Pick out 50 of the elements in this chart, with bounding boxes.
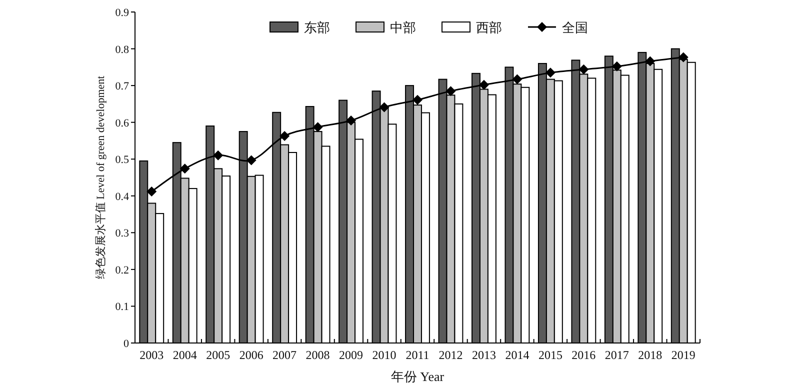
y-tick-label: 0.1 — [115, 301, 129, 314]
y-tick-label: 0.4 — [115, 190, 130, 203]
legend-label: 全国 — [562, 20, 588, 35]
legend-label: 东部 — [304, 20, 330, 35]
y-tick-label: 0.8 — [115, 44, 130, 56]
x-tick-label: 2011 — [406, 348, 430, 362]
y-axis-title: 绿色发展水平值 Level of green development — [94, 76, 107, 280]
x-tick-label: 2018 — [638, 348, 662, 362]
y-tick-label: 0.9 — [115, 7, 130, 19]
x-tick-label: 2010 — [372, 348, 396, 362]
x-tick-label: 2014 — [505, 348, 530, 362]
x-tick-label: 2004 — [172, 348, 197, 362]
point — [512, 74, 522, 84]
x-tick-label: 2005 — [206, 348, 230, 362]
y-tick-label: 0.6 — [115, 117, 130, 130]
legend-label: 中部 — [390, 20, 416, 35]
x-tick-label: 2006 — [239, 348, 264, 362]
x-tick-label: 2015 — [538, 348, 562, 362]
x-tick-label: 2013 — [472, 348, 496, 362]
point — [146, 186, 157, 196]
point — [678, 52, 688, 62]
y-tick-label: 0.2 — [115, 264, 129, 276]
point — [645, 56, 656, 66]
point — [412, 94, 422, 105]
x-tick-label: 2008 — [306, 348, 330, 362]
x-tick-label: 2016 — [572, 348, 596, 362]
x-axis-title: 年份 Year — [390, 369, 445, 384]
y-tick-label: 0.3 — [115, 228, 130, 240]
x-tick-label: 2003 — [140, 348, 164, 362]
point — [545, 68, 556, 78]
x-tick-label: 2009 — [339, 348, 364, 362]
y-tick-label: 0 — [124, 338, 130, 350]
point — [379, 102, 390, 112]
point — [446, 86, 456, 96]
point — [612, 61, 622, 72]
point — [213, 150, 224, 160]
x-tick-label: 2012 — [438, 348, 463, 362]
y-tick-label: 0.7 — [115, 80, 130, 93]
x-tick-label: 2017 — [604, 348, 629, 362]
point — [578, 64, 589, 74]
x-tick-label: 2007 — [272, 348, 297, 362]
point — [312, 122, 323, 132]
x-tick-label: 2019 — [671, 348, 696, 362]
y-tick-label: 0.5 — [115, 154, 130, 166]
point — [180, 164, 190, 174]
legend-label: 西部 — [476, 20, 502, 35]
point — [346, 115, 356, 126]
point — [478, 80, 489, 90]
point — [246, 155, 256, 166]
point — [280, 130, 290, 141]
